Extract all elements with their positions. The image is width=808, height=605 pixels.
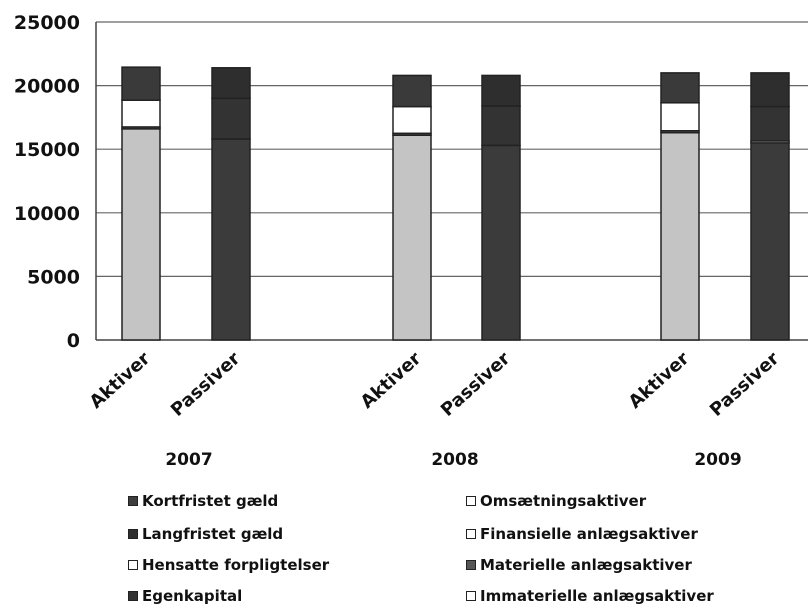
year-label: 2009 xyxy=(694,450,741,470)
bar-segment xyxy=(121,66,161,101)
legend-swatch xyxy=(466,496,476,506)
x-category-label: Passiver xyxy=(167,348,245,421)
bar-segment xyxy=(750,105,790,142)
x-category-label: Aktiver xyxy=(357,348,426,413)
year-label: 2008 xyxy=(431,450,478,470)
bar-segment xyxy=(660,131,700,341)
bars xyxy=(121,66,790,341)
legend-item: Materielle anlægsaktiver xyxy=(466,556,692,574)
legend-label: Hensatte forpligtelser xyxy=(142,556,330,574)
x-category-label: Aktiver xyxy=(625,348,694,413)
bar-segment xyxy=(392,134,432,341)
y-tick-label: 20000 xyxy=(14,76,80,98)
grid-lines xyxy=(96,21,808,277)
bar-segment xyxy=(211,67,251,100)
legend-label: Materielle anlægsaktiver xyxy=(480,556,692,574)
bar-segment xyxy=(750,142,790,341)
legend-swatch xyxy=(128,529,138,539)
legend-swatch xyxy=(466,529,476,539)
bar-segment xyxy=(660,102,700,132)
bar-segment xyxy=(481,105,521,147)
legend: Kortfristet gæld Omsætningsaktiver Langfri… xyxy=(0,486,808,605)
bar-segment xyxy=(392,74,432,108)
legend-label: Finansielle anlægsaktiver xyxy=(480,525,698,543)
legend-swatch xyxy=(128,591,138,601)
bar-segment xyxy=(211,138,251,341)
y-tick-label: 15000 xyxy=(14,139,80,161)
legend-swatch xyxy=(128,496,138,506)
legend-label: Immaterielle anlægsaktiver xyxy=(480,587,714,605)
legend-item: Langfristet gæld xyxy=(128,525,283,543)
bar-segment xyxy=(211,97,251,140)
legend-item: Hensatte forpligtelser xyxy=(128,556,329,574)
legend-item: Omsætningsaktiver xyxy=(466,492,646,510)
bar-segment xyxy=(121,128,161,341)
legend-swatch xyxy=(466,560,476,570)
bar-segment xyxy=(481,144,521,341)
legend-swatch xyxy=(128,560,138,570)
legend-item: Finansielle anlægsaktiver xyxy=(466,525,698,543)
legend-swatch xyxy=(466,591,476,601)
bar-segment xyxy=(660,72,700,104)
y-tick-label: 0 xyxy=(67,330,80,352)
legend-label: Langfristet gæld xyxy=(142,525,284,543)
x-category-label: Aktiver xyxy=(86,348,155,413)
x-category-label: Passiver xyxy=(706,348,784,421)
y-tick-label: 25000 xyxy=(14,12,80,34)
legend-item: Kortfristet gæld xyxy=(128,492,278,510)
bar-segment xyxy=(750,72,790,108)
year-label: 2007 xyxy=(165,450,212,470)
legend-item: Egenkapital xyxy=(128,587,242,605)
legend-item: Immaterielle anlægsaktiver xyxy=(466,587,714,605)
y-tick-label: 10000 xyxy=(14,203,80,225)
bar-segment xyxy=(392,105,432,135)
bar-segment xyxy=(121,99,161,128)
y-tick-label: 5000 xyxy=(27,266,80,288)
x-category-label: Passiver xyxy=(437,348,515,421)
y-axis: 0 5000 10000 15000 20000 25000 xyxy=(14,12,808,352)
legend-label: Egenkapital xyxy=(142,587,243,605)
legend-label: Omsætningsaktiver xyxy=(480,492,647,510)
bar-segment xyxy=(481,74,521,107)
legend-label: Kortfristet gæld xyxy=(142,492,279,510)
